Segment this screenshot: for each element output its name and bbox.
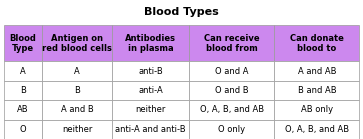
Bar xyxy=(4,120,42,139)
Bar xyxy=(189,61,274,81)
Text: O, A, B, and AB: O, A, B, and AB xyxy=(200,106,264,114)
Text: anti-A: anti-A xyxy=(138,86,163,95)
Bar xyxy=(4,61,42,81)
Bar xyxy=(274,120,359,139)
Text: neither: neither xyxy=(135,106,166,114)
Text: Blood
Type: Blood Type xyxy=(9,33,36,53)
Bar xyxy=(112,81,189,100)
Text: AB: AB xyxy=(17,106,29,114)
Text: Can receive
blood from: Can receive blood from xyxy=(204,33,260,53)
Bar xyxy=(112,120,189,139)
Bar xyxy=(274,81,359,100)
Bar xyxy=(189,81,274,100)
Bar xyxy=(4,81,42,100)
Bar xyxy=(189,25,274,61)
Text: A and B: A and B xyxy=(61,106,94,114)
Bar xyxy=(42,81,112,100)
Text: A: A xyxy=(20,67,26,76)
Bar xyxy=(112,100,189,120)
Text: Blood Types: Blood Types xyxy=(144,7,219,17)
Text: anti-A and anti-B: anti-A and anti-B xyxy=(115,125,186,134)
Text: AB only: AB only xyxy=(301,106,333,114)
Text: O and B: O and B xyxy=(215,86,249,95)
Text: O: O xyxy=(20,125,26,134)
Bar xyxy=(42,25,112,61)
Bar xyxy=(189,100,274,120)
Text: Antigen on
red blood cells: Antigen on red blood cells xyxy=(42,33,112,53)
Bar xyxy=(274,100,359,120)
Text: B: B xyxy=(20,86,26,95)
Bar xyxy=(112,61,189,81)
Text: A and AB: A and AB xyxy=(298,67,336,76)
Text: B: B xyxy=(74,86,80,95)
Text: Can donate
blood to: Can donate blood to xyxy=(290,33,344,53)
Text: O and A: O and A xyxy=(215,67,249,76)
Bar xyxy=(42,100,112,120)
Text: B and AB: B and AB xyxy=(298,86,336,95)
Text: A: A xyxy=(74,67,80,76)
Text: O, A, B, and AB: O, A, B, and AB xyxy=(285,125,349,134)
Text: Antibodies
in plasma: Antibodies in plasma xyxy=(125,33,176,53)
Bar xyxy=(42,120,112,139)
Text: neither: neither xyxy=(62,125,92,134)
Bar xyxy=(189,120,274,139)
Bar xyxy=(274,61,359,81)
Bar xyxy=(274,25,359,61)
Text: O only: O only xyxy=(218,125,245,134)
Bar xyxy=(4,100,42,120)
Bar xyxy=(42,61,112,81)
Bar xyxy=(4,25,42,61)
Text: anti-B: anti-B xyxy=(138,67,163,76)
Bar xyxy=(112,25,189,61)
